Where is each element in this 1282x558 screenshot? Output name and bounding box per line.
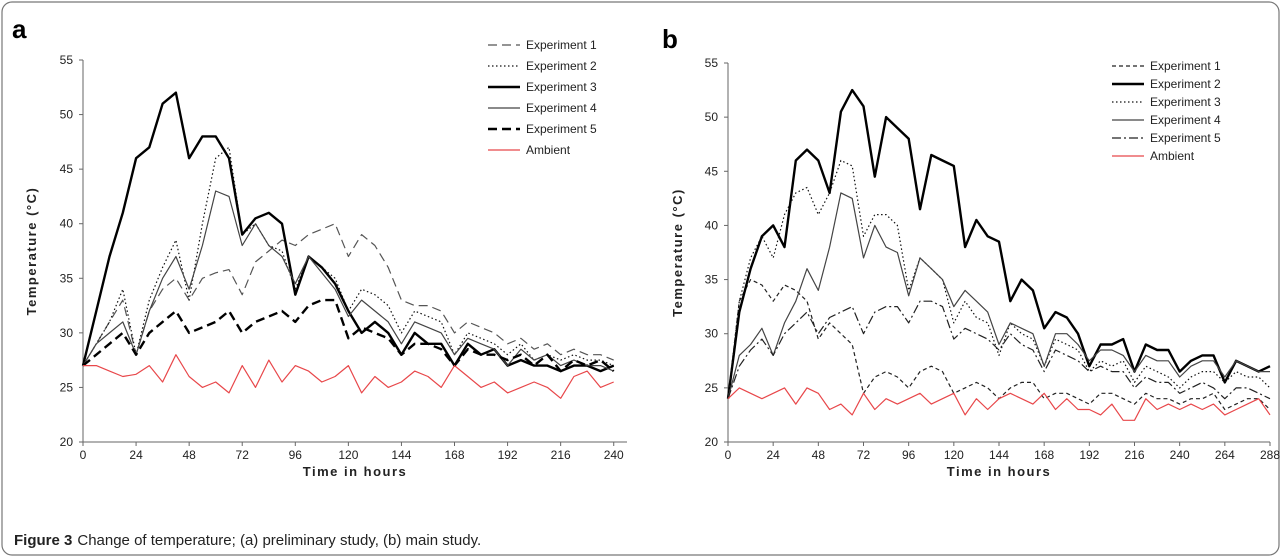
x-tick-label: 24 (766, 448, 780, 462)
x-tick-label: 72 (857, 448, 871, 462)
series-line (727, 192, 1270, 399)
x-tick-label: 288 (1260, 448, 1280, 462)
series-line (82, 190, 614, 372)
caption: Figure 3 Change of temperature; (a) preli… (14, 532, 481, 549)
x-tick-label: 192 (1079, 448, 1099, 462)
y-tick-label: 30 (60, 326, 74, 340)
legend-label: Experiment 3 (526, 80, 597, 94)
legend-label: Experiment 1 (526, 38, 597, 52)
legend-label: Experiment 2 (526, 59, 597, 73)
series-line (81, 91, 615, 373)
legend-label: Experiment 4 (526, 101, 597, 115)
y-tick-label: 35 (705, 273, 719, 287)
x-tick-label: 24 (129, 448, 143, 462)
x-tick-label: 168 (1034, 448, 1054, 462)
y-tick-label: 40 (60, 217, 74, 231)
x-tick-label: 0 (80, 448, 87, 462)
y-tick-label: 50 (705, 110, 719, 124)
y-tick-label: 20 (705, 435, 719, 449)
legend-label: Ambient (526, 143, 571, 157)
y-tick-label: 20 (60, 435, 74, 449)
legend-label: Experiment 5 (1150, 131, 1221, 145)
series-line (727, 159, 1271, 399)
y-tick-label: 45 (705, 164, 719, 178)
x-tick-label: 216 (551, 448, 571, 462)
series-line (82, 223, 614, 366)
x-tick-label: 72 (236, 448, 250, 462)
y-tick-label: 30 (705, 327, 719, 341)
caption-text: Change of temperature; (a) preliminary s… (77, 532, 481, 549)
x-tick-label: 144 (989, 448, 1009, 462)
x-tick-label: 216 (1124, 448, 1144, 462)
series-line (82, 298, 615, 373)
x-tick-label: 120 (338, 448, 358, 462)
x-tick-label: 96 (902, 448, 916, 462)
x-tick-label: 192 (498, 448, 518, 462)
y-axis-label: Temperature (°C) (670, 188, 685, 317)
legend-label: Experiment 2 (1150, 77, 1221, 91)
y-tick-label: 35 (60, 271, 74, 285)
x-tick-label: 240 (604, 448, 624, 462)
panel-label: a (12, 14, 27, 44)
y-tick-label: 25 (60, 380, 74, 394)
y-tick-label: 55 (60, 53, 74, 67)
caption-label: Figure 3 (14, 532, 72, 549)
x-axis-label: Time in hours (303, 464, 408, 479)
y-tick-label: 25 (705, 381, 719, 395)
series-line (83, 354, 614, 399)
legend-label: Experiment 4 (1150, 113, 1221, 127)
x-axis-label: Time in hours (947, 464, 1052, 479)
x-tick-label: 48 (812, 448, 826, 462)
legend-label: Ambient (1150, 149, 1195, 163)
series-line (726, 88, 1271, 399)
x-tick-label: 120 (944, 448, 964, 462)
legend-label: Experiment 5 (526, 122, 597, 136)
y-tick-label: 40 (705, 218, 719, 232)
series-line (727, 387, 1271, 421)
legend-label: Experiment 1 (1150, 59, 1221, 73)
y-tick-label: 50 (60, 108, 74, 122)
y-tick-label: 55 (705, 56, 719, 70)
panel-label: b (662, 24, 678, 54)
legend-label: Experiment 3 (1150, 95, 1221, 109)
x-tick-label: 0 (725, 448, 732, 462)
x-tick-label: 168 (444, 448, 464, 462)
x-tick-label: 240 (1170, 448, 1190, 462)
x-tick-label: 48 (182, 448, 196, 462)
x-tick-label: 144 (391, 448, 411, 462)
y-axis-label: Temperature (°C) (24, 187, 39, 316)
y-tick-label: 45 (60, 162, 74, 176)
x-tick-label: 96 (289, 448, 303, 462)
x-tick-label: 264 (1215, 448, 1235, 462)
series-line (727, 300, 1271, 400)
